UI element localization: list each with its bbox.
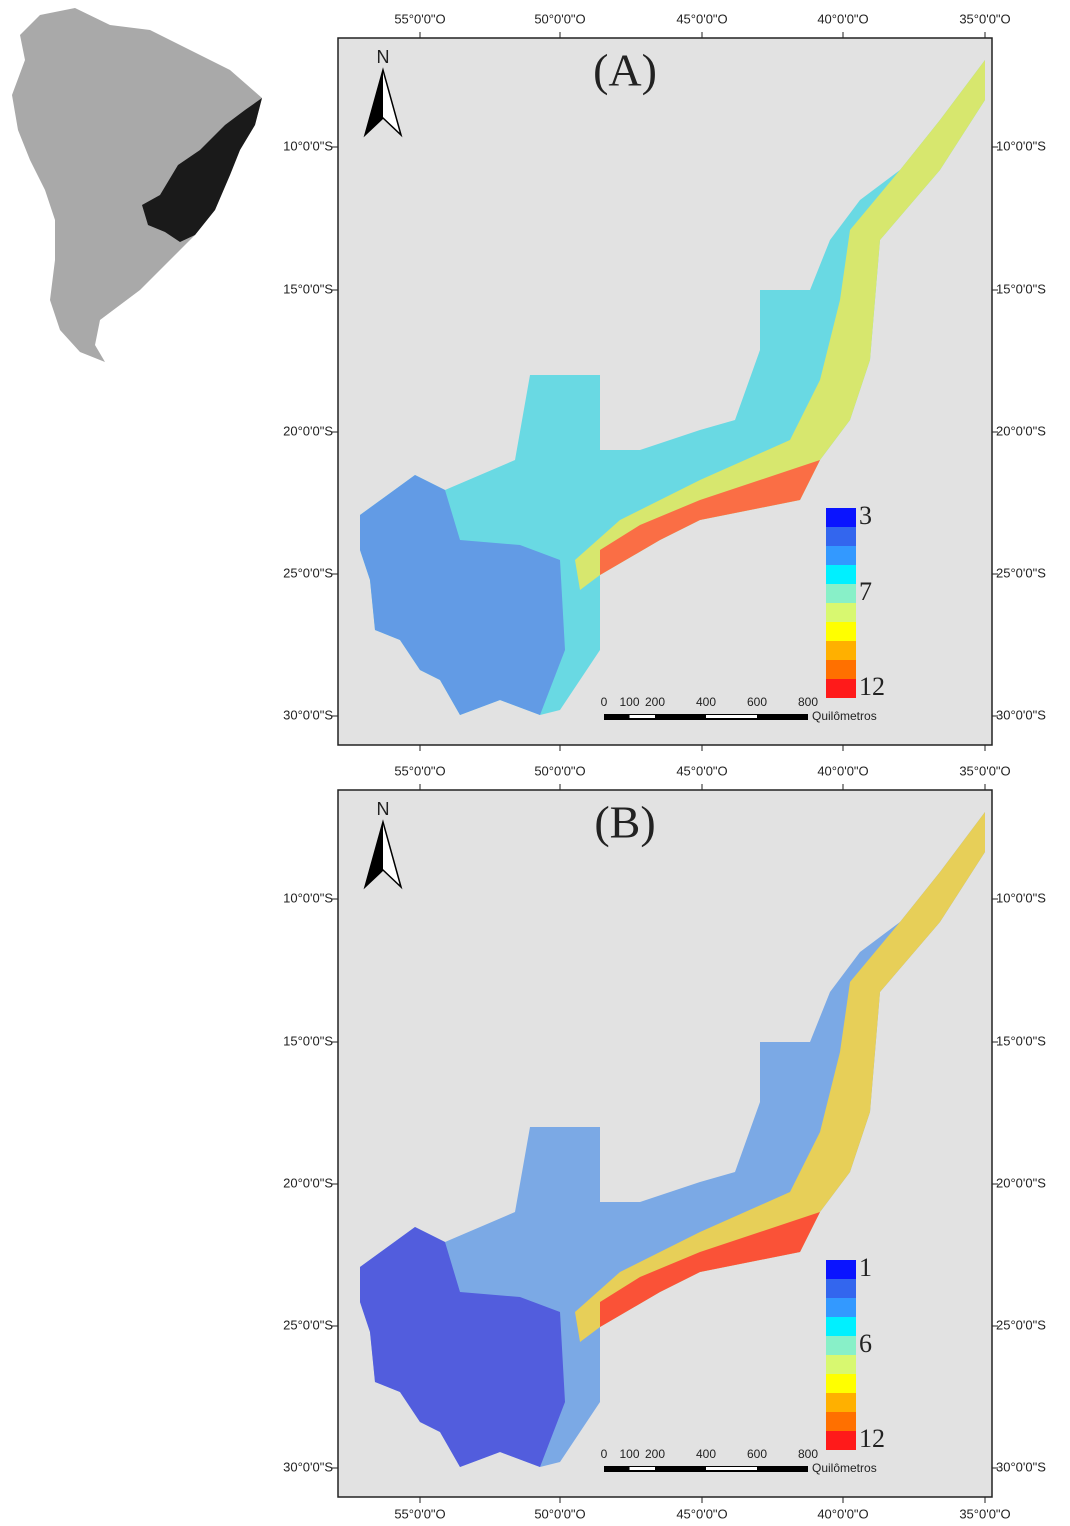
scale-bar-segment xyxy=(629,715,655,718)
legend-swatch xyxy=(826,660,856,679)
legend-label: 1 xyxy=(859,1253,872,1282)
scale-label: 600 xyxy=(747,695,767,709)
map-panel: (A) N 55°0'0"O 50°0'0"O 45°0'0"O 40°0'0"O 35°0… xyxy=(283,11,1046,751)
richness-map xyxy=(360,60,985,715)
latitude-label: 10°0'0"S xyxy=(283,138,333,153)
scale-label: 100 xyxy=(619,695,639,709)
latitude-label: 15°0'0"S xyxy=(996,1033,1046,1048)
longitude-label: 35°0'0"O xyxy=(959,763,1010,778)
longitude-label: 55°0'0"O xyxy=(394,11,445,26)
panel-label: (B) xyxy=(594,797,655,848)
panel-label: (A) xyxy=(593,45,657,96)
inset-map xyxy=(12,8,262,362)
legend-swatch xyxy=(826,1374,856,1393)
latitude-label: 20°0'0"S xyxy=(283,1175,333,1190)
longitude-label: 55°0'0"O xyxy=(394,763,445,778)
legend-swatch xyxy=(826,641,856,660)
scale-label: 0 xyxy=(601,695,608,709)
scale-label: 400 xyxy=(696,695,716,709)
scale-bar-segment xyxy=(629,1467,655,1470)
latitude-label: 15°0'0"S xyxy=(283,281,333,296)
north-arrow-shade xyxy=(365,822,383,887)
latitude-label: 20°0'0"S xyxy=(996,1175,1046,1190)
north-label: N xyxy=(377,47,390,67)
longitude-label: 45°0'0"O xyxy=(676,763,727,778)
western-cells xyxy=(360,475,565,715)
legend-swatch xyxy=(826,584,856,603)
latitude-label: 15°0'0"S xyxy=(283,1033,333,1048)
legend-swatch xyxy=(826,1317,856,1336)
legend-swatch xyxy=(826,1260,856,1279)
coastal-cells xyxy=(575,60,985,590)
longitude-label: 50°0'0"O xyxy=(534,1506,585,1521)
hotspot-cells xyxy=(600,1212,820,1327)
scale-label: 800 xyxy=(798,695,818,709)
legend-swatch xyxy=(826,546,856,565)
legend-swatch xyxy=(826,679,856,698)
legend-label: 12 xyxy=(859,672,885,701)
scale-bar-segment xyxy=(706,1467,757,1470)
north-label: N xyxy=(377,799,390,819)
latitude-label: 20°0'0"S xyxy=(283,423,333,438)
legend-label: 3 xyxy=(859,501,872,530)
map-panel: (B) N 55°0'0"O 55°0'0"O 50°0'0"O 50°0'0"O 45°0… xyxy=(283,763,1046,1521)
western-cells xyxy=(360,1227,565,1467)
scale-label: 200 xyxy=(645,695,665,709)
latitude-label: 25°0'0"S xyxy=(283,565,333,580)
latitude-label: 25°0'0"S xyxy=(996,1317,1046,1332)
richness-map xyxy=(360,812,985,1467)
legend-swatch xyxy=(826,1298,856,1317)
scale-label: 100 xyxy=(619,1447,639,1461)
longitude-label: 35°0'0"O xyxy=(959,1506,1010,1521)
scale-label: 200 xyxy=(645,1447,665,1461)
legend-swatch xyxy=(826,603,856,622)
south-america xyxy=(12,8,262,362)
atlantic-forest-region xyxy=(142,98,262,242)
latitude-label: 10°0'0"S xyxy=(283,890,333,905)
scale-label: 0 xyxy=(601,1447,608,1461)
latitude-label: 25°0'0"S xyxy=(283,1317,333,1332)
legend-swatch xyxy=(826,565,856,584)
longitude-label: 45°0'0"O xyxy=(676,11,727,26)
longitude-label: 50°0'0"O xyxy=(534,11,585,26)
legend-label: 7 xyxy=(859,577,872,606)
scale-label: 400 xyxy=(696,1447,716,1461)
north-arrow-shade xyxy=(365,70,383,135)
longitude-label: 55°0'0"O xyxy=(394,1506,445,1521)
scale-bar-segment xyxy=(706,715,757,718)
scale-label: 800 xyxy=(798,1447,818,1461)
hotspot-cells xyxy=(600,460,820,575)
coastal-cells xyxy=(575,812,985,1342)
latitude-label: 30°0'0"S xyxy=(283,707,333,722)
legend-swatch xyxy=(826,1431,856,1450)
longitude-label: 40°0'0"O xyxy=(817,11,868,26)
longitude-label: 40°0'0"O xyxy=(817,763,868,778)
longitude-label: 35°0'0"O xyxy=(959,11,1010,26)
legend-swatch xyxy=(826,1279,856,1298)
longitude-label: 40°0'0"O xyxy=(817,1506,868,1521)
latitude-label: 30°0'0"S xyxy=(996,1459,1046,1474)
latitude-label: 20°0'0"S xyxy=(996,423,1046,438)
legend-swatch xyxy=(826,1393,856,1412)
legend-swatch xyxy=(826,1336,856,1355)
latitude-label: 30°0'0"S xyxy=(996,707,1046,722)
legend-swatch xyxy=(826,1412,856,1431)
legend-swatch xyxy=(826,508,856,527)
scale-unit: Quilômetros xyxy=(812,1461,877,1475)
latitude-label: 25°0'0"S xyxy=(996,565,1046,580)
latitude-label: 15°0'0"S xyxy=(996,281,1046,296)
longitude-label: 50°0'0"O xyxy=(534,763,585,778)
legend-swatch xyxy=(826,527,856,546)
legend-swatch xyxy=(826,622,856,641)
legend-label: 6 xyxy=(859,1329,872,1358)
legend-swatch xyxy=(826,1355,856,1374)
legend-label: 12 xyxy=(859,1424,885,1453)
scale-unit: Quilômetros xyxy=(812,709,877,723)
latitude-label: 10°0'0"S xyxy=(996,138,1046,153)
latitude-label: 30°0'0"S xyxy=(283,1459,333,1474)
scale-label: 600 xyxy=(747,1447,767,1461)
latitude-label: 10°0'0"S xyxy=(996,890,1046,905)
longitude-label: 45°0'0"O xyxy=(676,1506,727,1521)
